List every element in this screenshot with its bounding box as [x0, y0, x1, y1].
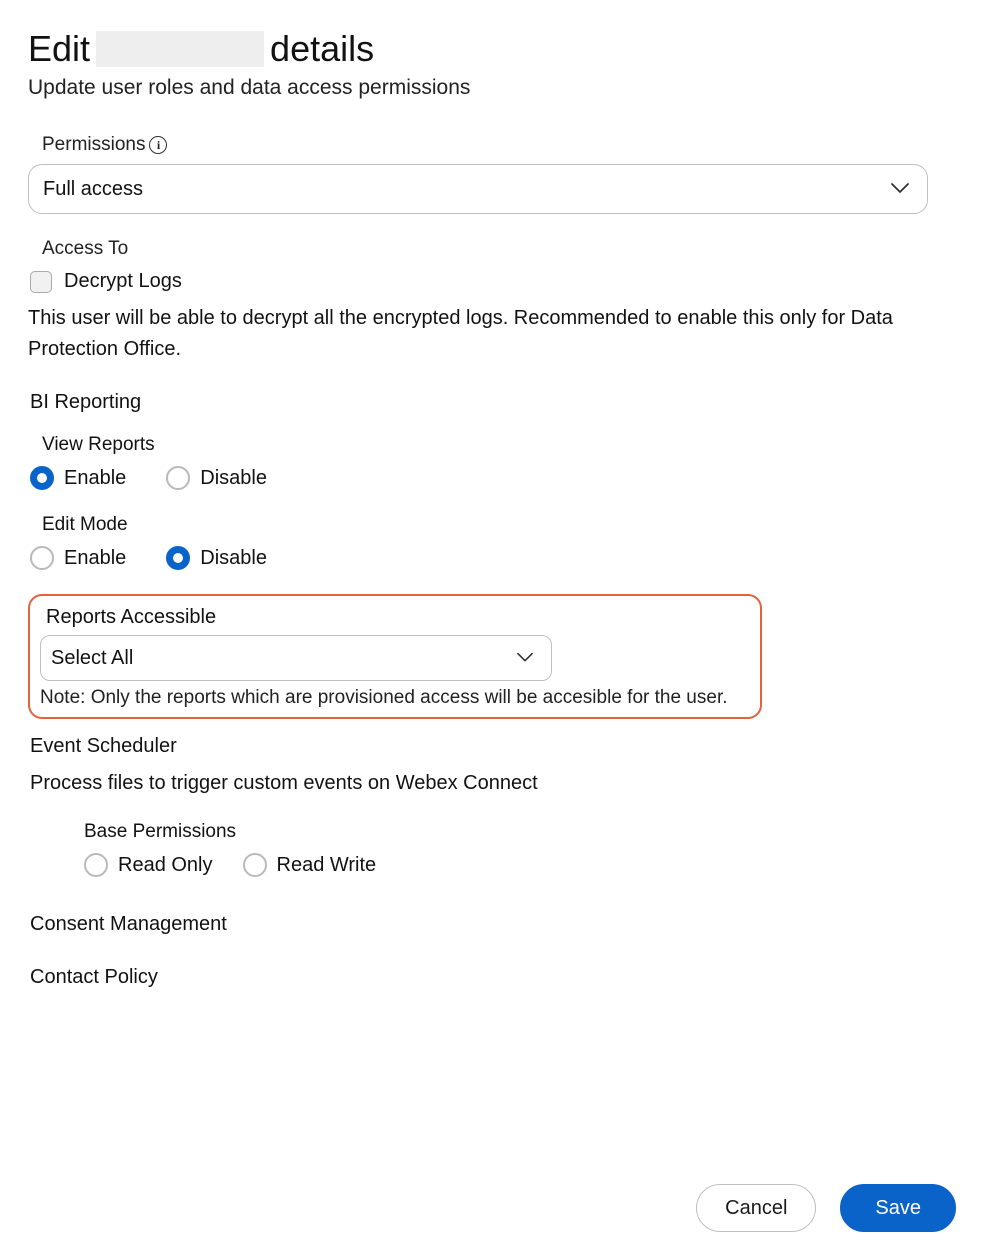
bi-reporting-heading: BI Reporting [30, 391, 956, 414]
decrypt-logs-label: Decrypt Logs [64, 270, 182, 293]
base-permissions-radio-group: Read Only Read Write [84, 853, 956, 877]
view-reports-enable-option[interactable]: Enable [30, 466, 126, 490]
base-permissions-label: Base Permissions [84, 821, 956, 843]
cancel-button[interactable]: Cancel [696, 1184, 816, 1232]
decrypt-logs-help: This user will be able to decrypt all th… [28, 303, 956, 365]
radio-icon [30, 466, 54, 490]
base-permissions-readonly-option[interactable]: Read Only [84, 853, 213, 877]
reports-accessible-note: Note: Only the reports which are provisi… [40, 687, 748, 709]
radio-icon [30, 546, 54, 570]
reports-accessible-callout: Reports Accessible Select All Note: Only… [28, 594, 762, 719]
event-scheduler-description: Process files to trigger custom events o… [30, 772, 956, 795]
view-reports-enable-label: Enable [64, 467, 126, 490]
permissions-label-row: Permissions i [42, 134, 956, 156]
reports-accessible-select[interactable]: Select All [40, 635, 552, 681]
view-reports-radio-group: Enable Disable [30, 466, 956, 490]
page-title: Edit details [28, 28, 956, 70]
edit-mode-disable-label: Disable [200, 547, 267, 570]
permissions-select[interactable]: Full access [28, 164, 928, 214]
save-button-label: Save [875, 1197, 921, 1220]
contact-policy-heading: Contact Policy [30, 966, 956, 989]
radio-icon [166, 466, 190, 490]
cancel-button-label: Cancel [725, 1197, 787, 1220]
base-permissions-readwrite-label: Read Write [277, 854, 377, 877]
radio-icon [243, 853, 267, 877]
radio-icon [84, 853, 108, 877]
page-subtitle: Update user roles and data access permis… [28, 76, 956, 100]
base-permissions-readwrite-option[interactable]: Read Write [243, 853, 377, 877]
access-to-label: Access To [42, 238, 956, 260]
title-prefix: Edit [28, 28, 90, 70]
base-permissions-readonly-label: Read Only [118, 854, 213, 877]
view-reports-disable-label: Disable [200, 467, 267, 490]
permissions-value: Full access [43, 178, 143, 201]
info-icon[interactable]: i [149, 136, 167, 154]
reports-accessible-label: Reports Accessible [46, 606, 748, 629]
title-redacted [96, 31, 264, 67]
reports-accessible-value: Select All [51, 647, 133, 670]
chevron-down-icon [891, 183, 909, 195]
decrypt-logs-row: Decrypt Logs [30, 270, 956, 293]
save-button[interactable]: Save [840, 1184, 956, 1232]
footer-actions: Cancel Save [696, 1184, 956, 1232]
view-reports-disable-option[interactable]: Disable [166, 466, 267, 490]
radio-icon [166, 546, 190, 570]
title-suffix: details [270, 28, 374, 70]
edit-mode-enable-label: Enable [64, 547, 126, 570]
edit-mode-radio-group: Enable Disable [30, 546, 956, 570]
edit-mode-label: Edit Mode [42, 514, 956, 536]
edit-mode-disable-option[interactable]: Disable [166, 546, 267, 570]
view-reports-label: View Reports [42, 434, 956, 456]
event-scheduler-heading: Event Scheduler [30, 735, 956, 758]
edit-mode-enable-option[interactable]: Enable [30, 546, 126, 570]
chevron-down-icon [517, 653, 533, 664]
decrypt-logs-checkbox[interactable] [30, 271, 52, 293]
permissions-label: Permissions [42, 134, 145, 156]
consent-management-heading: Consent Management [30, 913, 956, 936]
